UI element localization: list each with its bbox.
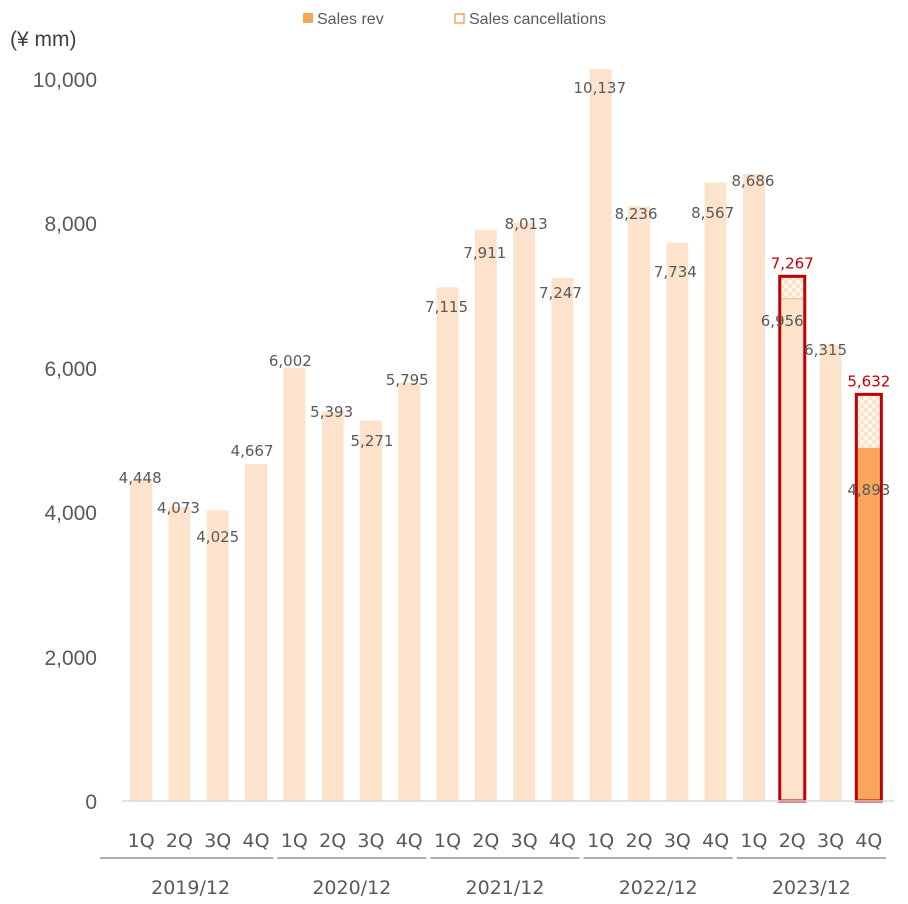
legend-swatch-sales-cancellations — [454, 13, 465, 24]
bar-2019-12-4q — [245, 464, 268, 801]
bar-2021-12-1q — [436, 287, 459, 801]
bar-2021-12-3q — [513, 222, 536, 801]
x-tick-label: 3Q — [664, 830, 691, 852]
bar-data-label: 4,448 — [119, 469, 162, 487]
y-axis-unit-label: (¥ mm) — [10, 28, 77, 51]
bars-layer — [130, 69, 883, 803]
year-group-label: 2023/12 — [772, 877, 851, 899]
x-tick-label: 2Q — [626, 830, 653, 852]
bar-2023-12-2q — [781, 298, 804, 801]
legend-label-sales-rev: Sales rev — [317, 11, 384, 28]
x-axis: 1Q 2Q 3Q 4Q 2019/12 1Q 2Q 3Q 4Q 2020/12 1Q 2Q 3Q 4Q 20… — [100, 830, 886, 899]
bar-2023-12-4q — [857, 447, 880, 801]
bar-data-label: 5,795 — [386, 371, 429, 389]
cancellation-segment-2q — [781, 276, 804, 299]
year-group-label: 2020/12 — [312, 877, 391, 899]
bar-2020-12-4q — [398, 382, 421, 801]
gross-data-label: 5,632 — [847, 372, 890, 390]
bar-data-label: 6,956 — [761, 312, 804, 330]
y-tick-label: 6,000 — [44, 358, 97, 381]
x-tick-label: 1Q — [128, 830, 155, 852]
year-group-label: 2021/12 — [466, 877, 545, 899]
x-tick-label: 1Q — [740, 830, 767, 852]
bar-data-label: 7,115 — [425, 298, 468, 316]
bar-2019-12-3q — [206, 510, 229, 801]
y-tick-label: 4,000 — [44, 502, 97, 525]
x-tick-label: 4Q — [549, 830, 576, 852]
x-tick-label: 4Q — [855, 830, 882, 852]
bar-2021-12-4q — [551, 277, 574, 801]
bar-data-label: 6,002 — [269, 352, 312, 370]
x-tick-label: 1Q — [434, 830, 461, 852]
bar-2022-12-1q — [589, 69, 612, 802]
data-labels-layer: 4,448 4,073 4,025 4,667 6,002 5,393 5,271 5,795… — [119, 79, 891, 546]
x-tick-label: 4Q — [702, 830, 729, 852]
bar-2020-12-1q — [283, 367, 306, 801]
x-tick-label: 1Q — [281, 830, 308, 852]
bar-2021-12-2q — [474, 229, 497, 801]
x-tick-label: 2Q — [166, 830, 193, 852]
bar-data-label: 10,137 — [574, 79, 627, 97]
bar-data-label: 8,686 — [731, 172, 774, 190]
bar-2022-12-3q — [666, 242, 689, 801]
bar-data-label: 6,315 — [804, 341, 847, 359]
bar-2019-12-1q — [130, 479, 153, 801]
bar-data-label: 8,013 — [505, 215, 548, 233]
legend-label-sales-cancellations: Sales cancellations — [469, 11, 606, 28]
gross-data-label: 7,267 — [771, 254, 814, 272]
bar-data-label: 7,911 — [463, 244, 506, 262]
y-tick-label: 0 — [85, 791, 97, 814]
x-tick-label: 3Q — [511, 830, 538, 852]
bar-data-label: 8,567 — [691, 204, 734, 222]
bar-data-label: 7,734 — [654, 263, 697, 281]
x-tick-label: 3Q — [357, 830, 384, 852]
x-tick-label: 1Q — [587, 830, 614, 852]
bar-data-label: 5,271 — [350, 432, 393, 450]
bar-2020-12-3q — [359, 420, 382, 801]
bar-2019-12-2q — [168, 506, 191, 801]
bar-2023-12-1q — [742, 173, 765, 802]
x-tick-label: 3Q — [204, 830, 231, 852]
x-tick-label: 4Q — [396, 830, 423, 852]
bar-data-label: 4,025 — [196, 528, 239, 546]
x-tick-label: 2Q — [472, 830, 499, 852]
bar-data-label: 4,893 — [847, 481, 890, 499]
cancellation-segment-4q — [857, 394, 880, 448]
y-tick-label: 8,000 — [44, 213, 97, 236]
legend-swatch-sales-rev — [303, 13, 313, 23]
year-group-label: 2019/12 — [151, 877, 230, 899]
x-tick-label: 4Q — [243, 830, 270, 852]
legend: Sales rev Sales cancellations — [303, 11, 606, 28]
bar-2020-12-2q — [321, 411, 344, 801]
x-tick-label: 2Q — [779, 830, 806, 852]
bar-data-label: 4,073 — [157, 499, 200, 517]
bar-data-label: 7,247 — [539, 284, 582, 302]
x-tick-label: 3Q — [817, 830, 844, 852]
y-tick-label: 2,000 — [44, 647, 97, 670]
bar-data-label: 8,236 — [615, 205, 658, 223]
year-group-label: 2022/12 — [619, 877, 698, 899]
bar-data-label: 4,667 — [231, 442, 274, 460]
bar-2022-12-2q — [628, 206, 651, 802]
y-axis: 0 2,000 4,000 6,000 8,000 10,000 — [33, 69, 97, 814]
y-tick-label: 10,000 — [33, 69, 97, 92]
bar-2023-12-3q — [819, 345, 842, 801]
bar-2022-12-4q — [704, 182, 727, 802]
x-tick-label: 2Q — [319, 830, 346, 852]
bar-data-label: 5,393 — [310, 403, 353, 421]
